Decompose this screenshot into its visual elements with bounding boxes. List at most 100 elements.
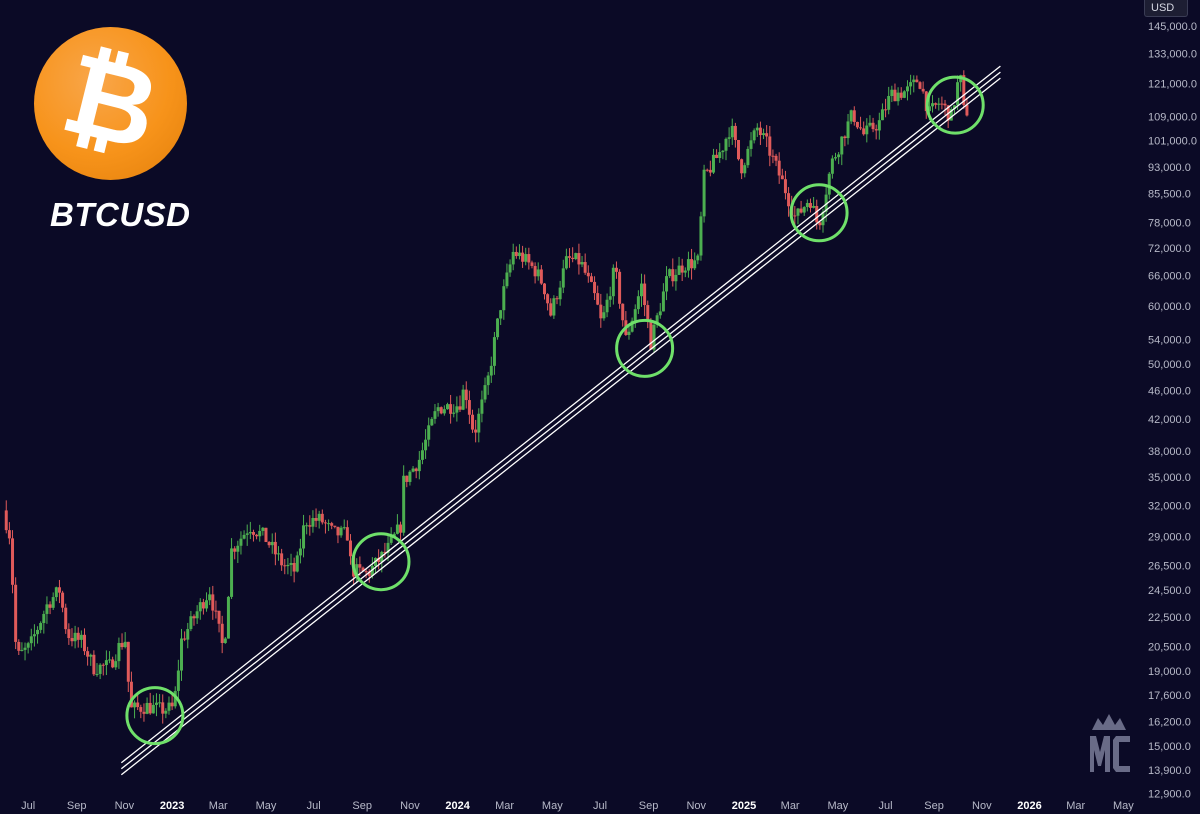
x-tick-label: Sep: [639, 800, 659, 812]
candle-body: [661, 291, 665, 312]
candle-body: [762, 133, 766, 136]
candle-body: [749, 140, 753, 149]
candle-body: [611, 267, 615, 297]
candle-body: [220, 623, 224, 643]
candle-body: [827, 173, 831, 195]
x-tick-label: Mar: [209, 800, 228, 812]
candle-body: [383, 551, 387, 553]
candle-body: [361, 567, 365, 572]
candle-body: [564, 256, 568, 269]
candle-body: [320, 513, 324, 523]
candle-body: [283, 565, 287, 567]
candle-body: [170, 702, 174, 707]
candle-body: [298, 548, 302, 556]
candle-body: [23, 647, 27, 650]
candle-body: [61, 592, 65, 608]
candle-body: [114, 661, 118, 668]
candle-body: [855, 121, 859, 128]
highlight-circle: [925, 75, 985, 135]
candle-body: [787, 193, 791, 207]
candle-body: [39, 623, 43, 630]
candle-body: [730, 125, 734, 138]
candle-body: [862, 128, 866, 135]
candle-body: [627, 331, 631, 335]
x-tick-label: 2024: [445, 800, 470, 812]
candle-body: [774, 155, 778, 161]
candle-body: [133, 702, 137, 708]
candle-body: [330, 523, 334, 526]
candle-body: [95, 673, 99, 675]
y-tick-label: 15,000.0: [1148, 741, 1191, 753]
candle-body: [48, 604, 52, 608]
x-tick-label: Mar: [495, 800, 514, 812]
candle-body: [161, 702, 165, 714]
y-tick-label: 29,000.0: [1148, 532, 1191, 544]
candle-body: [167, 702, 171, 711]
candle-body: [887, 96, 891, 110]
candle-body: [277, 553, 281, 555]
candle-body: [158, 702, 162, 704]
y-tick-label: 60,000.0: [1148, 301, 1191, 313]
candle-body: [183, 638, 187, 640]
candle-body: [711, 154, 715, 173]
candle-body: [348, 540, 352, 557]
candle-body: [471, 414, 475, 430]
candle-body: [248, 532, 252, 534]
x-tick-label: Nov: [972, 800, 992, 812]
candle-body: [765, 133, 769, 137]
candle-body: [408, 471, 412, 482]
candle-body: [139, 707, 143, 712]
y-axis: 12,900.0 13,900.0 15,000.0 16,200.0 17,600.0…: [1148, 21, 1197, 801]
x-tick-label: Sep: [924, 800, 944, 812]
candle-body: [884, 109, 888, 111]
candle-body: [395, 524, 399, 534]
candle-body: [805, 202, 809, 208]
candle-body: [865, 125, 869, 135]
candle-body: [226, 596, 230, 639]
candle-body: [267, 542, 271, 546]
candle-body: [880, 109, 884, 121]
candle-body: [912, 79, 916, 83]
candle-body: [333, 525, 337, 527]
candle-body: [477, 413, 481, 433]
candle-body: [70, 638, 74, 642]
candle-body: [680, 265, 684, 273]
candle-body: [176, 670, 180, 691]
candle-body: [783, 179, 787, 194]
x-tick-label: 2023: [160, 800, 184, 812]
candle-body: [683, 270, 687, 273]
candle-body: [261, 527, 265, 531]
candle-body: [436, 407, 440, 412]
candle-body: [449, 404, 453, 414]
candle-body: [812, 205, 816, 208]
candle-body: [402, 475, 406, 533]
candle-body: [101, 664, 105, 666]
candle-body: [336, 526, 340, 536]
candle-body: [427, 425, 431, 440]
candle-body: [915, 79, 919, 83]
candle-body: [151, 704, 155, 714]
candle-body: [136, 702, 140, 708]
candle-body: [214, 610, 218, 612]
candle-body: [339, 527, 343, 536]
candle-body: [818, 222, 822, 226]
candle-body: [533, 265, 537, 277]
candle-body: [655, 315, 659, 325]
y-tick-label: 145,000.0: [1148, 21, 1197, 33]
candle-body: [602, 312, 606, 319]
candle-body: [890, 89, 894, 97]
y-tick-label: 46,000.0: [1148, 385, 1191, 397]
candle-body: [905, 86, 909, 92]
candle-body: [834, 157, 838, 159]
candle-body: [295, 555, 299, 572]
x-tick-label: Nov: [400, 800, 420, 812]
candle-body: [605, 299, 609, 313]
currency-badge[interactable]: USD: [1144, 0, 1188, 17]
candle-body: [120, 642, 124, 648]
candle-body: [799, 208, 803, 213]
candle-body: [364, 571, 368, 573]
candle-body: [323, 522, 327, 524]
candle-body: [4, 510, 8, 531]
candle-body: [411, 468, 415, 472]
